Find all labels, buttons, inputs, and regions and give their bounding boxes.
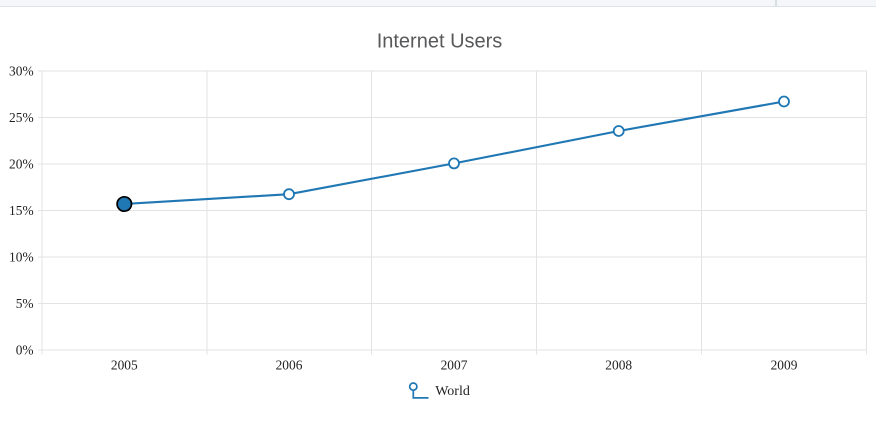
svg-text:2007: 2007 xyxy=(441,358,468,373)
svg-text:Internet Users: Internet Users xyxy=(377,31,503,53)
svg-text:25%: 25% xyxy=(9,110,34,125)
svg-text:15%: 15% xyxy=(9,203,34,218)
svg-text:2005: 2005 xyxy=(111,358,138,373)
svg-text:2006: 2006 xyxy=(276,358,303,373)
svg-text:5%: 5% xyxy=(16,296,34,311)
svg-text:20%: 20% xyxy=(9,156,34,171)
svg-text:World: World xyxy=(435,384,470,399)
svg-text:2009: 2009 xyxy=(771,358,798,373)
svg-text:2008: 2008 xyxy=(605,358,632,373)
svg-text:0%: 0% xyxy=(16,343,34,358)
svg-text:10%: 10% xyxy=(9,249,34,264)
svg-text:30%: 30% xyxy=(9,63,34,78)
